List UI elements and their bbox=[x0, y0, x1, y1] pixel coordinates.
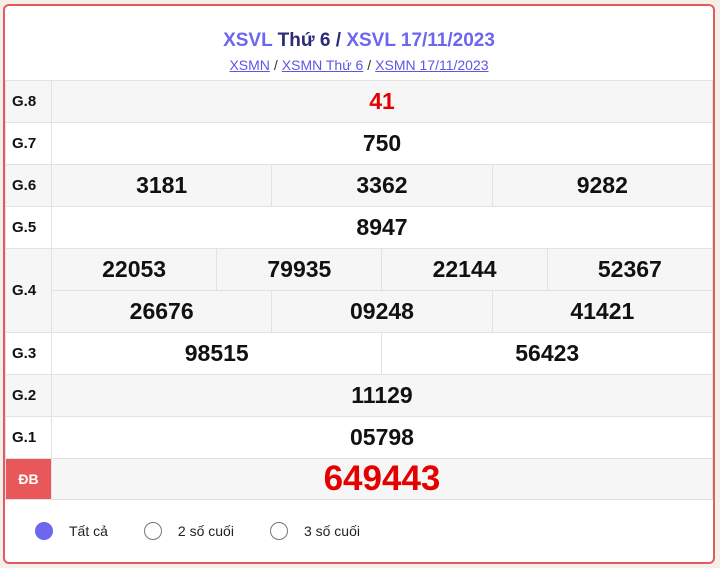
radio-icon[interactable] bbox=[143, 522, 162, 540]
prize-number: 05798 bbox=[51, 416, 713, 459]
breadcrumb-sep: / bbox=[367, 57, 372, 73]
radio-icon[interactable] bbox=[269, 522, 288, 540]
prize-number: 79935 bbox=[216, 248, 383, 291]
filter-label: Tất cả bbox=[69, 523, 108, 539]
prize-number: 3181 bbox=[50, 164, 273, 207]
breadcrumb-xsmn-weekday[interactable]: XSMN Thứ 6 bbox=[281, 57, 364, 73]
row-g4b: 26676 09248 41421 bbox=[5, 290, 713, 333]
title-weekday: Thứ 6 bbox=[277, 30, 331, 51]
prize-number: 26676 bbox=[50, 290, 273, 333]
special-prize-label: ĐB bbox=[5, 458, 52, 500]
filter-label: 2 số cuối bbox=[177, 523, 234, 539]
title-link-date[interactable]: XSVL 17/11/2023 bbox=[346, 30, 495, 51]
title-separator: / bbox=[335, 30, 342, 51]
prize-label: G.6 bbox=[5, 164, 52, 207]
breadcrumb-xsmn[interactable]: XSMN bbox=[229, 57, 270, 73]
prize-label: G.3 bbox=[5, 332, 52, 375]
prize-label: G.8 bbox=[5, 80, 52, 123]
prize-label: G.7 bbox=[5, 122, 52, 165]
breadcrumb: XSMN / XSMN Thứ 6/XSMN 17/11/2023 bbox=[5, 57, 713, 73]
filter-label: 3 số cuối bbox=[303, 523, 360, 539]
row-g4: G.4 22053 79935 22144 52367 bbox=[5, 248, 713, 333]
prize-number: 750 bbox=[51, 122, 713, 165]
row-g7: G.7 750 bbox=[5, 122, 713, 165]
row-g2: G.2 11129 bbox=[5, 374, 713, 417]
prize-label: G.4 bbox=[5, 248, 52, 333]
digit-filter: Tất cả 2 số cuối 3 số cuối bbox=[35, 522, 396, 540]
row-g5: G.5 8947 bbox=[5, 206, 713, 249]
prize-number: 98515 bbox=[50, 332, 383, 375]
prize-label: G.2 bbox=[5, 374, 52, 417]
prize-number: 52367 bbox=[546, 248, 713, 291]
filter-last-2[interactable]: 2 số cuối bbox=[143, 522, 234, 540]
prize-number: 3362 bbox=[271, 164, 493, 207]
prize-number: 22144 bbox=[381, 248, 548, 291]
row-special: ĐB 649443 bbox=[5, 458, 713, 500]
breadcrumb-sep: / bbox=[273, 57, 278, 73]
special-prize-number: 649443 bbox=[51, 458, 713, 500]
radio-selected-icon[interactable] bbox=[35, 522, 53, 540]
row-g3: G.3 98515 56423 bbox=[5, 332, 713, 375]
results-card: XSVL Thứ 6 / XSVL 17/11/2023 XSMN / XSMN T… bbox=[3, 4, 715, 564]
prize-number: 22053 bbox=[50, 248, 218, 291]
results-table: G.8 41 G.7 750 G.6 3181 3362 9282 G.5 89… bbox=[5, 80, 713, 500]
row-g8: G.8 41 bbox=[5, 80, 713, 123]
prize-number: 56423 bbox=[381, 332, 713, 375]
prize-number: 8947 bbox=[51, 206, 713, 249]
prize-number: 09248 bbox=[271, 290, 493, 333]
breadcrumb-xsmn-date[interactable]: XSMN 17/11/2023 bbox=[375, 57, 489, 73]
row-g6: G.6 3181 3362 9282 bbox=[5, 164, 713, 207]
prize-number: 41421 bbox=[491, 290, 713, 333]
prize-number: 9282 bbox=[491, 164, 713, 207]
prize-label: G.5 bbox=[5, 206, 52, 249]
prize-number: 41 bbox=[51, 80, 713, 123]
filter-last-3[interactable]: 3 số cuối bbox=[269, 522, 360, 540]
row-g1: G.1 05798 bbox=[5, 416, 713, 459]
page-title: XSVL Thứ 6 / XSVL 17/11/2023 bbox=[5, 30, 713, 52]
prize-number: 11129 bbox=[51, 374, 713, 417]
prize-label: G.1 bbox=[5, 416, 52, 459]
title-link-xsvl[interactable]: XSVL bbox=[223, 30, 273, 51]
filter-all[interactable]: Tất cả bbox=[35, 522, 108, 540]
